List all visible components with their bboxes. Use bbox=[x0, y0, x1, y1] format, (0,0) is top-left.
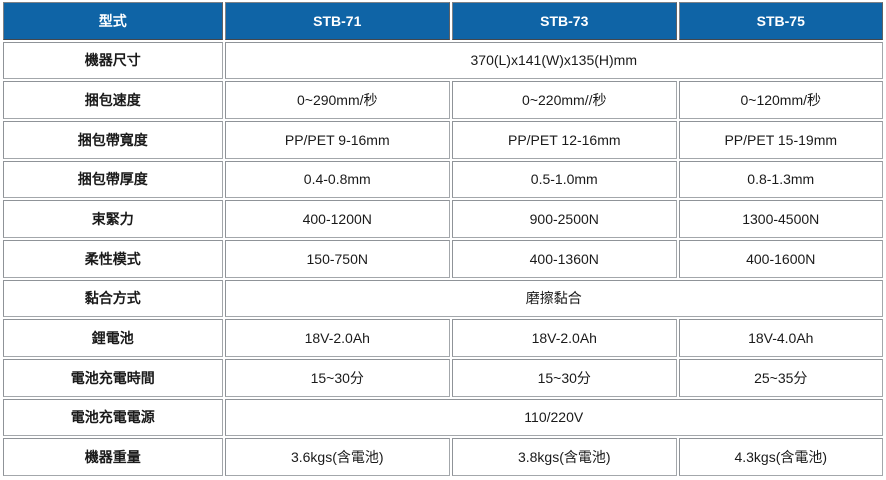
spec-value: 1300-4500N bbox=[678, 200, 883, 238]
table-row-strap-thickness: 捆包帶厚度 0.4-0.8mm 0.5-1.0mm 0.8-1.3mm bbox=[3, 160, 883, 199]
row-label: 柔性模式 bbox=[3, 239, 223, 278]
spec-value: 0~120mm/秒 bbox=[678, 81, 883, 119]
spec-value: 0.4-0.8mm bbox=[224, 160, 451, 199]
spec-value: 400-1360N bbox=[452, 239, 677, 278]
row-label: 捆包速度 bbox=[3, 81, 223, 119]
spec-value-merged: 370(L)x141(W)x135(H)mm bbox=[224, 41, 883, 80]
spec-value: 400-1200N bbox=[224, 200, 451, 238]
spec-value: 25~35分 bbox=[678, 358, 883, 397]
spec-value: PP/PET 9-16mm bbox=[224, 120, 451, 159]
spec-value: 15~30分 bbox=[224, 358, 451, 397]
spec-value-merged: 110/220V bbox=[224, 398, 883, 437]
spec-value: 0~290mm/秒 bbox=[224, 81, 451, 119]
spec-value: 400-1600N bbox=[678, 239, 883, 278]
spec-value: PP/PET 15-19mm bbox=[678, 120, 883, 159]
table-row-strap-width: 捆包帶寬度 PP/PET 9-16mm PP/PET 12-16mm PP/PE… bbox=[3, 120, 883, 159]
spec-value: 18V-4.0Ah bbox=[678, 319, 883, 357]
table-row-tension-force: 束緊力 400-1200N 900-2500N 1300-4500N bbox=[3, 200, 883, 238]
row-label: 鋰電池 bbox=[3, 319, 223, 357]
spec-value: 4.3kgs(含電池) bbox=[678, 438, 883, 476]
table-row-soft-mode: 柔性模式 150-750N 400-1360N 400-1600N bbox=[3, 239, 883, 278]
table-row-machine-weight: 機器重量 3.6kgs(含電池) 3.8kgs(含電池) 4.3kgs(含電池) bbox=[3, 438, 883, 476]
table-row-charge-time: 電池充電時間 15~30分 15~30分 25~35分 bbox=[3, 358, 883, 397]
spec-value-merged: 磨擦黏合 bbox=[224, 279, 883, 318]
spec-value: 18V-2.0Ah bbox=[224, 319, 451, 357]
spec-value: 15~30分 bbox=[452, 358, 677, 397]
spec-value: 18V-2.0Ah bbox=[452, 319, 677, 357]
table-row-strapping-speed: 捆包速度 0~290mm/秒 0~220mm//秒 0~120mm/秒 bbox=[3, 81, 883, 119]
spec-value: 3.6kgs(含電池) bbox=[224, 438, 451, 476]
spec-value: 0.5-1.0mm bbox=[452, 160, 677, 199]
spec-value: 0.8-1.3mm bbox=[678, 160, 883, 199]
spec-value: 900-2500N bbox=[452, 200, 677, 238]
header-row: 型式 STB-71 STB-73 STB-75 bbox=[3, 2, 883, 40]
row-label: 黏合方式 bbox=[3, 279, 223, 318]
table-row-machine-size: 機器尺寸 370(L)x141(W)x135(H)mm bbox=[3, 41, 883, 80]
spec-value: PP/PET 12-16mm bbox=[452, 120, 677, 159]
column-header-model-3: STB-75 bbox=[678, 2, 883, 40]
table-row-sealing-method: 黏合方式 磨擦黏合 bbox=[3, 279, 883, 318]
row-label: 機器尺寸 bbox=[3, 41, 223, 80]
column-header-model-1: STB-71 bbox=[224, 2, 451, 40]
spec-value: 0~220mm//秒 bbox=[452, 81, 677, 119]
row-label: 捆包帶寬度 bbox=[3, 120, 223, 159]
row-label: 機器重量 bbox=[3, 438, 223, 476]
row-label: 電池充電電源 bbox=[3, 398, 223, 437]
table-row-battery: 鋰電池 18V-2.0Ah 18V-2.0Ah 18V-4.0Ah bbox=[3, 319, 883, 357]
spec-value: 3.8kgs(含電池) bbox=[452, 438, 677, 476]
spec-value: 150-750N bbox=[224, 239, 451, 278]
column-header-model-2: STB-73 bbox=[452, 2, 677, 40]
row-label: 捆包帶厚度 bbox=[3, 160, 223, 199]
table-row-charge-power: 電池充電電源 110/220V bbox=[3, 398, 883, 437]
row-label: 電池充電時間 bbox=[3, 358, 223, 397]
column-header-type: 型式 bbox=[3, 2, 223, 40]
row-label: 束緊力 bbox=[3, 200, 223, 238]
